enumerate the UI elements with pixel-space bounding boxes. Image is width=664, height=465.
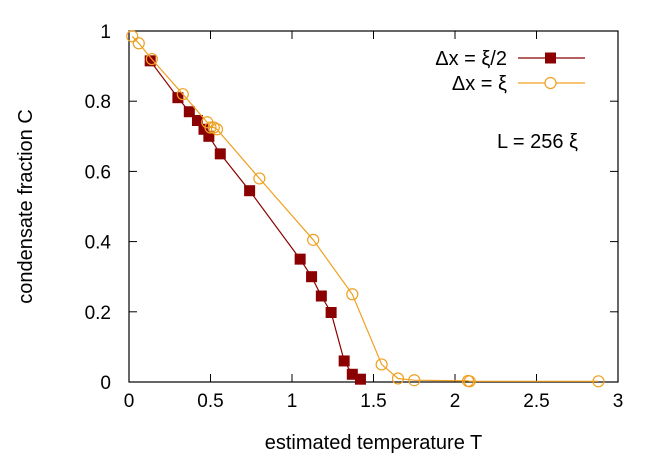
data-point-square <box>203 130 215 142</box>
data-point-square <box>191 115 203 127</box>
data-point-square <box>183 106 195 118</box>
x-axis-label: estimated temperature T <box>265 432 483 454</box>
data-point-square <box>198 123 210 135</box>
series-line <box>149 60 361 380</box>
x-tick-label: 0.5 <box>197 391 223 412</box>
series-layer <box>126 30 605 388</box>
data-point-square <box>244 185 256 197</box>
y-tick-label: 0.8 <box>85 92 111 113</box>
data-point-circle <box>307 233 320 246</box>
y-tick-label: 1 <box>100 22 111 43</box>
data-point-circle <box>176 88 189 101</box>
x-tick-label: 0 <box>124 391 135 412</box>
data-point-circle <box>204 121 217 134</box>
data-point-circle <box>408 374 421 387</box>
data-point-circle <box>346 288 359 301</box>
annotation-label: L = 256 ξ <box>497 131 578 153</box>
data-point-circle <box>391 372 405 385</box>
data-point-square <box>315 290 327 302</box>
data-point-square <box>325 307 337 319</box>
data-point-square <box>144 55 156 67</box>
series-line <box>131 35 599 382</box>
data-point-circle <box>253 172 266 185</box>
data-point-square <box>306 271 318 283</box>
data-point-circle <box>145 52 158 66</box>
y-tick-label: 0.6 <box>85 162 111 183</box>
x-tick-label: 1 <box>287 391 298 412</box>
x-tick-label: 3 <box>613 391 624 412</box>
x-tick-label: 2.5 <box>523 391 549 412</box>
y-tick-label: 0.4 <box>85 233 112 254</box>
data-point-circle <box>375 358 388 371</box>
x-tick-label: 2 <box>450 391 461 412</box>
legend-swatch-marker <box>545 52 556 64</box>
legend-label-dx-xi: Δx = ξ <box>452 73 507 95</box>
data-point-square <box>354 373 366 385</box>
axes: 0 0.5 1 1.5 2 2.5 3 0 0.2 0.4 0.6 0.8 1 <box>85 22 624 412</box>
series-0 <box>144 55 366 385</box>
x-tick-label: 1.5 <box>360 391 386 412</box>
data-point-circle <box>132 37 145 50</box>
y-tick-label: 0.2 <box>85 303 111 324</box>
series-1 <box>126 30 605 388</box>
y-axis-label: condensate fraction C <box>15 109 37 304</box>
data-point-square <box>294 253 306 265</box>
legend-label-dx-xi-half: Δx = ξ/2 <box>435 48 507 70</box>
data-point-square <box>214 148 226 160</box>
data-point-circle <box>463 375 476 388</box>
data-point-circle <box>126 30 139 43</box>
data-point-square <box>338 355 350 367</box>
data-point-circle <box>592 375 605 388</box>
legend-swatch-marker <box>544 76 557 90</box>
data-point-circle <box>210 123 224 136</box>
data-point-square <box>346 368 358 380</box>
legend: Δx = ξ/2 Δx = ξ <box>435 48 585 95</box>
y-tick-label: 0 <box>100 373 111 394</box>
